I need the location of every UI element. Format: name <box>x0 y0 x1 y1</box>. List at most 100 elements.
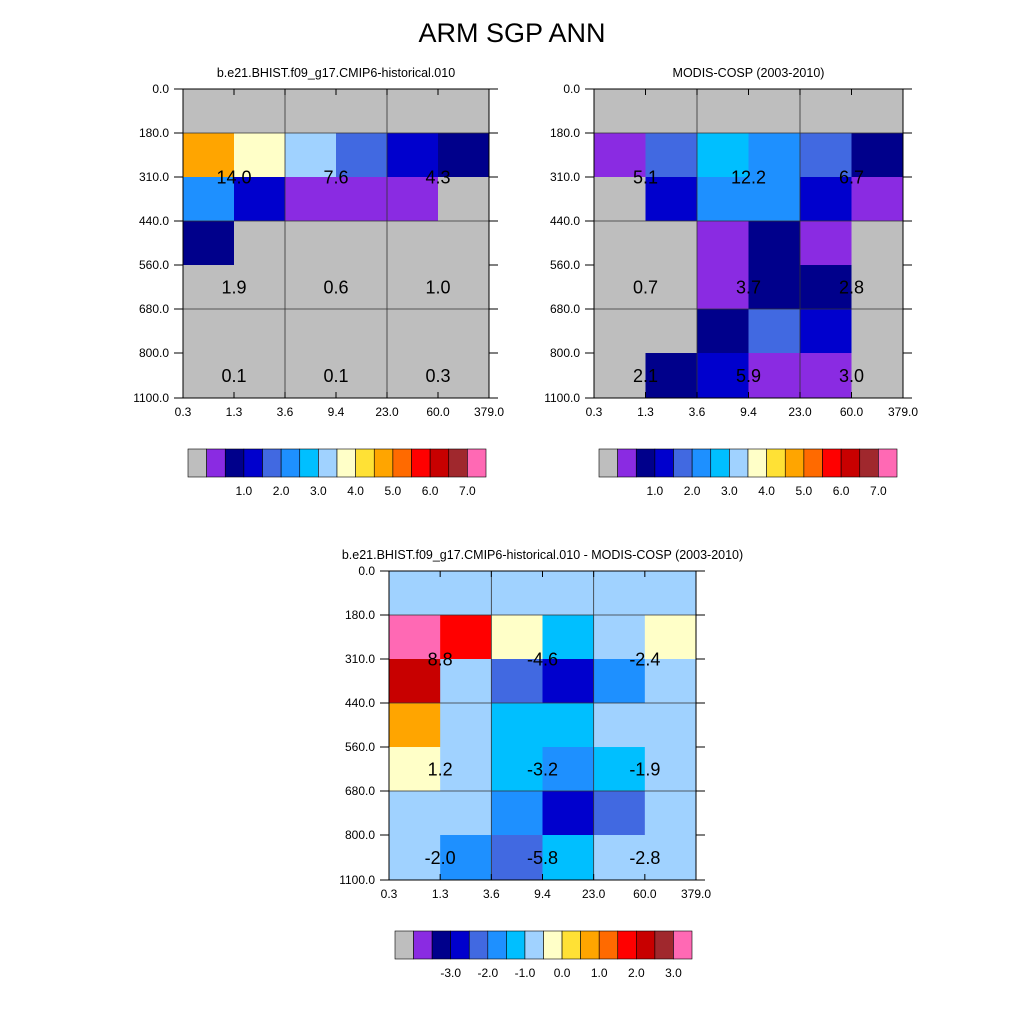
colorbar-swatch <box>617 448 637 478</box>
x-tick-label: 379.0 <box>888 405 918 419</box>
colorbar-swatch <box>598 448 618 478</box>
x-tick-label: 9.4 <box>534 887 551 901</box>
heatmap-cell <box>234 265 286 310</box>
x-tick-label: 3.6 <box>277 405 294 419</box>
cell-value-label: 6.7 <box>839 167 864 187</box>
colorbar-label: 3.0 <box>665 966 682 980</box>
colorbar-swatch <box>187 448 207 478</box>
heatmap-cell <box>542 703 595 748</box>
heatmap-cell <box>183 177 235 222</box>
panel-title: b.e21.BHIST.f09_g17.CMIP6-historical.010… <box>342 548 743 562</box>
colorbar-label: 0.0 <box>554 966 571 980</box>
heatmap-cell <box>440 659 492 704</box>
heatmap-cell <box>593 615 646 660</box>
cell-value-label: -2.4 <box>629 649 660 669</box>
cell-value-label: -1.9 <box>629 760 660 780</box>
x-tick-label: 0.3 <box>175 405 192 419</box>
colorbar-swatch <box>467 448 487 478</box>
heatmap-cell <box>644 659 697 704</box>
y-tick-label: 310.0 <box>345 652 375 666</box>
heatmap-cell <box>594 89 646 134</box>
cell-value-label: 1.2 <box>428 760 453 780</box>
cell-value-label: 5.9 <box>736 366 761 386</box>
heatmap-cell <box>285 89 337 134</box>
colorbar-swatch <box>429 448 450 478</box>
colorbar-swatch <box>878 448 898 478</box>
heatmap-cell <box>542 835 595 881</box>
heatmap-cell <box>336 265 388 310</box>
colorbar-label: 2.0 <box>628 966 645 980</box>
colorbar-swatch <box>355 448 375 478</box>
y-tick-label: 440.0 <box>139 214 169 228</box>
heatmap-cell <box>387 309 439 354</box>
y-tick-label: 680.0 <box>550 302 580 316</box>
cell-value-label: 2.8 <box>839 278 864 298</box>
heatmap-cell <box>542 659 595 704</box>
heatmap-cell <box>697 309 749 354</box>
cell-value-label: 1.0 <box>425 278 450 298</box>
cell-value-label: 0.1 <box>323 366 348 386</box>
colorbar-swatch <box>224 448 245 478</box>
colorbar-label: 1.0 <box>236 484 253 498</box>
heatmap-cell <box>851 177 904 222</box>
heatmap-cell <box>851 265 904 310</box>
heatmap-cell <box>748 89 801 134</box>
heatmap-cell <box>593 703 646 748</box>
heatmap-cell <box>387 89 439 134</box>
y-tick-label: 800.0 <box>345 828 375 842</box>
colorbar-label: 4.0 <box>347 484 364 498</box>
heatmap-cell <box>594 265 646 310</box>
heatmap-cell <box>387 353 439 399</box>
cell-value-label: -4.6 <box>527 649 558 669</box>
y-tick-label: 560.0 <box>550 258 580 272</box>
heatmap-cell <box>800 309 852 354</box>
heatmap-cell <box>491 747 543 792</box>
y-tick-label: 800.0 <box>550 346 580 360</box>
heatmap-cell <box>336 221 388 266</box>
heatmap-cell <box>183 353 235 399</box>
heatmap-cell <box>491 615 543 660</box>
heatmap-cell <box>389 615 441 660</box>
heatmap-cell <box>644 571 697 616</box>
y-tick-label: 0.0 <box>563 82 580 96</box>
heatmap-cell <box>800 353 852 399</box>
heatmap-cell <box>183 89 235 134</box>
colorbar-swatch <box>373 448 394 478</box>
colorbar-swatch <box>766 448 786 478</box>
heatmap-cell <box>183 221 235 266</box>
heatmap-cell <box>389 747 441 792</box>
colorbar-swatch <box>654 448 674 478</box>
panel-title: MODIS-COSP (2003-2010) <box>673 66 825 80</box>
heatmap-cell <box>389 835 441 881</box>
heatmap-cell <box>851 133 904 178</box>
cell-value-label: 2.1 <box>633 366 658 386</box>
x-tick-label: 23.0 <box>375 405 399 419</box>
heatmap-cell <box>438 265 490 310</box>
heatmap-cell <box>542 571 595 616</box>
x-tick-label: 3.6 <box>483 887 500 901</box>
colorbar-swatch <box>673 930 693 960</box>
heatmap-cell <box>594 133 646 178</box>
heatmap-cell <box>697 89 749 134</box>
cell-value-label: 12.2 <box>731 167 766 187</box>
heatmap-cell <box>234 221 286 266</box>
heatmap-cell <box>542 747 595 792</box>
colorbar-swatch <box>392 448 412 478</box>
colorbar-label: 7.0 <box>459 484 476 498</box>
heatmap-cell <box>285 353 337 399</box>
cell-value-label: -2.8 <box>629 848 660 868</box>
colorbar-label: 7.0 <box>870 484 887 498</box>
heatmap-cell <box>491 571 543 616</box>
x-tick-label: 9.4 <box>740 405 757 419</box>
panel-1: 0.3 1.3 3.6 9.4 23.0 60.0 379.0 0.0 180.0 310.0 44… <box>133 66 504 498</box>
heatmap-cell <box>387 133 439 178</box>
x-tick-label: 60.0 <box>426 405 450 419</box>
y-tick-label: 1100.0 <box>339 873 375 887</box>
colorbar-swatch <box>803 448 823 478</box>
heatmap-cell <box>748 265 801 310</box>
colorbar-label: 6.0 <box>422 484 439 498</box>
heatmap-cell <box>748 221 801 266</box>
cell-value-label: 8.8 <box>428 649 453 669</box>
heatmap-cell <box>389 703 441 748</box>
x-tick-label: 9.4 <box>328 405 345 419</box>
